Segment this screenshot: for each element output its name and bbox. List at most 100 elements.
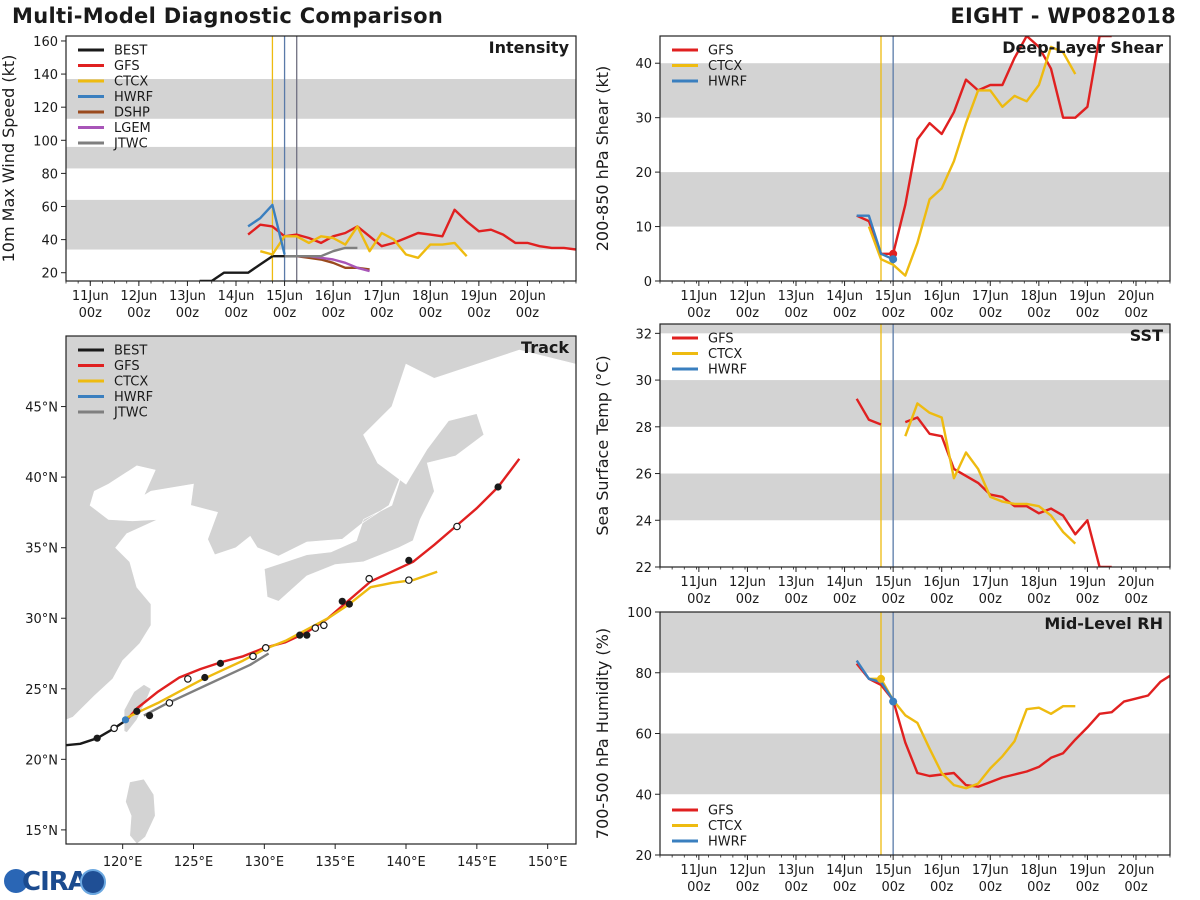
track-plot-area <box>66 336 576 844</box>
sst-xtick-date-0: 11Jun <box>680 575 717 590</box>
rh-legend-label-hwrf: HWRF <box>708 835 747 850</box>
track-ytick-label-1: 20°N <box>25 753 58 768</box>
intensity-xtick-hour-0: 00z <box>79 306 103 321</box>
shear-xtick-date-3: 14Jun <box>826 289 863 304</box>
track-point-filled-3 <box>216 659 225 667</box>
track-point-filled-5 <box>303 631 311 639</box>
track-point-open-9 <box>453 522 461 531</box>
track-point-open-1 <box>165 699 174 707</box>
rh-xtick-date-5: 16Jun <box>923 863 960 878</box>
intensity-xtick-hour-1: 00z <box>127 306 151 321</box>
intensity-xtick-hour-6: 00z <box>370 306 394 321</box>
sst-xtick-hour-7: 00z <box>1027 592 1051 607</box>
rh-ylabel: 700-500 hPa Humidity (%) <box>593 628 612 839</box>
shear-xtick-date-6: 17Jun <box>972 289 1009 304</box>
sst-panel: SST 22 24 26 28 30 32 11Jun 00z 12Jun 00z 13Jun 00z 1… <box>593 323 1171 607</box>
track-point-hwrf <box>121 716 130 724</box>
shear-band-0 <box>660 172 1170 227</box>
track-point-filled-9 <box>494 483 502 491</box>
intensity-plot-area <box>66 36 576 281</box>
intensity-legend-label-lgem: LGEM <box>114 121 151 136</box>
rh-band-1 <box>660 612 1170 673</box>
track-point-filled-0 <box>93 734 101 742</box>
intensity-xtick-date-4: 15Jun <box>266 289 303 304</box>
intensity-legend-label-dshp: DSHP <box>114 106 150 121</box>
intensity-band-1 <box>66 146 576 169</box>
sst-xtick-hour-3: 00z <box>833 592 857 607</box>
sst-xtick-hour-1: 00z <box>736 592 760 607</box>
rh-legend-label-gfs: GFS <box>708 804 734 819</box>
rh-marker-1 <box>889 697 898 706</box>
track-ytick-label-2: 25°N <box>25 683 58 698</box>
sst-xtick-hour-9: 00z <box>1124 592 1148 607</box>
storm-id-title: EIGHT - WP082018 <box>950 4 1176 28</box>
track-legend-label-hwrf: HWRF <box>114 390 153 405</box>
sst-ytick-label-5: 32 <box>635 327 652 342</box>
track-xtick-label-0: 120°E <box>103 855 143 870</box>
intensity-ytick-label-2: 60 <box>41 201 58 216</box>
track-ytick-label-0: 15°N <box>25 824 58 839</box>
rh-title: Mid-Level RH <box>1044 614 1163 633</box>
rh-xtick-date-1: 12Jun <box>729 863 766 878</box>
intensity-xtick-date-2: 13Jun <box>169 289 206 304</box>
shear-legend-label-hwrf: HWRF <box>708 75 747 90</box>
sst-legend-label-hwrf: HWRF <box>708 363 747 378</box>
wave-icon <box>80 869 106 895</box>
rh-legend-label-ctcx: CTCX <box>708 819 742 834</box>
shear-series-gfs-0 <box>856 36 1112 255</box>
rh-xtick-date-2: 13Jun <box>778 863 815 878</box>
intensity-series-ctcx-2 <box>259 225 468 259</box>
intensity-series-best-0 <box>199 255 297 281</box>
track-point-open-3 <box>249 652 257 661</box>
sst-xtick-date-1: 12Jun <box>729 575 766 590</box>
sst-xtick-date-7: 18Jun <box>1020 575 1057 590</box>
sst-legend-label-ctcx: CTCX <box>708 347 742 362</box>
globe-icon <box>4 869 28 893</box>
intensity-xtick-hour-5: 00z <box>321 306 345 321</box>
sst-ytick-label-0: 22 <box>635 561 652 576</box>
shear-title: Deep-Layer Shear <box>1002 38 1163 57</box>
track-panel: Track 15°N 20°N 25°N 30°N 35°N 40°N 45°N 120°E 12… <box>25 335 577 870</box>
shear-ytick-label-2: 20 <box>635 166 652 181</box>
shear-xtick-hour-1: 00z <box>736 306 760 321</box>
shear-series-hwrf-2 <box>856 214 894 261</box>
shear-xtick-hour-8: 00z <box>1076 306 1100 321</box>
shear-xtick-date-9: 20Jun <box>1118 289 1155 304</box>
track-point-filled-1 <box>133 707 141 715</box>
sst-series-ctcx-2 <box>904 402 1077 545</box>
intensity-ytick-label-3: 80 <box>41 167 58 182</box>
intensity-xtick-date-1: 12Jun <box>120 289 157 304</box>
intensity-xtick-date-0: 11Jun <box>72 289 109 304</box>
intensity-xtick-hour-8: 00z <box>467 306 491 321</box>
shear-legend-label-gfs: GFS <box>708 44 734 59</box>
shear-marker-1 <box>889 255 898 264</box>
rh-xtick-hour-6: 00z <box>979 880 1003 895</box>
track-point-open-0 <box>110 724 118 733</box>
rh-xtick-date-6: 17Jun <box>972 863 1009 878</box>
intensity-xtick-date-9: 20Jun <box>509 289 546 304</box>
sst-title: SST <box>1130 326 1163 345</box>
rh-xtick-date-7: 18Jun <box>1020 863 1057 878</box>
track-legend-label-jtwc: JTWC <box>113 406 148 421</box>
track-point-filled-4 <box>296 631 304 639</box>
intensity-band-0 <box>66 199 576 250</box>
shear-xtick-hour-9: 00z <box>1124 306 1148 321</box>
track-point-open-8 <box>405 576 413 584</box>
track-point-filled-6 <box>338 597 346 605</box>
shear-xtick-date-7: 18Jun <box>1020 289 1057 304</box>
sst-ytick-label-4: 30 <box>635 374 652 389</box>
shear-ytick-label-1: 10 <box>635 221 652 236</box>
rh-xtick-hour-2: 00z <box>784 880 808 895</box>
figure-title: Multi-Model Diagnostic Comparison <box>12 4 444 28</box>
sst-xtick-hour-5: 00z <box>930 592 954 607</box>
shear-xtick-hour-4: 00z <box>881 306 905 321</box>
rh-ytick-label-0: 20 <box>635 849 652 864</box>
track-point-open-5 <box>311 624 320 632</box>
intensity-series-hwrf-3 <box>247 203 286 255</box>
logo-text: CIRA <box>22 867 88 897</box>
land-mass-2 <box>125 778 156 844</box>
shear-ytick-label-0: 0 <box>644 275 652 290</box>
sst-ytick-label-2: 26 <box>635 468 652 483</box>
